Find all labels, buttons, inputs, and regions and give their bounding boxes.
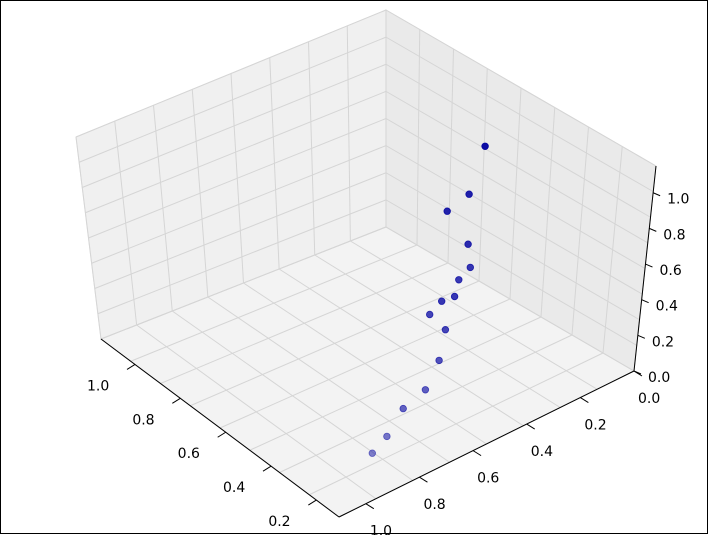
y-tick-mark	[580, 397, 589, 403]
floor-gridline	[278, 268, 524, 427]
z-tick-label: 0.8	[663, 227, 685, 243]
scatter-point	[443, 207, 451, 215]
x-tick-mark	[217, 431, 226, 438]
x-tick-label: 0.4	[223, 480, 245, 496]
scatter-point	[466, 263, 474, 272]
wall-gridline	[385, 63, 651, 218]
scatter-point	[435, 356, 443, 365]
z-tick-label: 0.4	[656, 299, 678, 315]
floor-gridline	[385, 226, 635, 372]
y-tick-mark	[472, 450, 482, 457]
y-tick-label: 0.2	[584, 418, 606, 434]
scatter-point	[464, 240, 472, 248]
floor-gridline	[130, 244, 418, 362]
wall-gridline	[308, 41, 316, 256]
z-tick-label: 0.6	[659, 263, 681, 279]
scatter-point	[421, 386, 430, 394]
z-tick-mark	[633, 370, 642, 375]
floor-gridline	[160, 262, 449, 384]
z-tick-mark	[637, 334, 646, 339]
y-tick-label: 0.8	[423, 497, 445, 513]
x-tick-mark	[308, 499, 317, 506]
wall-gridline	[78, 36, 387, 163]
wall-gridline	[385, 36, 654, 193]
y-tick-mark	[365, 503, 375, 510]
z-axis-line	[633, 165, 657, 372]
wall-gridline	[571, 126, 589, 336]
y-tick-label: 0.0	[638, 391, 660, 407]
z-tick-label: 0.0	[648, 370, 670, 386]
x-tick-label: 1.0	[87, 378, 109, 394]
y-tick-label: 1.0	[370, 524, 392, 535]
z-tick-mark	[649, 227, 657, 232]
y-tick-mark	[526, 423, 535, 430]
scatter-point	[441, 326, 450, 334]
wall-gridline	[346, 25, 351, 242]
floor-gridline	[243, 282, 487, 445]
z-tick-mark	[645, 263, 653, 268]
wall-gridline	[82, 63, 387, 188]
scatter-point	[450, 292, 459, 301]
y-tick-label: 0.4	[531, 444, 553, 460]
wall-gridline	[385, 118, 646, 269]
wall-gridline	[269, 57, 280, 270]
wall-gridline	[540, 107, 556, 318]
scatter-point	[368, 449, 376, 457]
scatter-point	[438, 297, 446, 305]
wall-gridline	[75, 9, 387, 138]
y-tick-label: 0.6	[477, 471, 499, 487]
scatter-point	[383, 432, 391, 441]
x-axis-line	[100, 338, 340, 518]
x-tick-mark	[172, 397, 181, 404]
z-tick-label: 0.2	[652, 334, 674, 350]
scatter-point	[481, 142, 489, 150]
scatter-point	[426, 310, 434, 319]
scatter-point	[465, 190, 473, 198]
x-tick-mark	[262, 465, 272, 472]
y-axis-line	[338, 370, 635, 518]
wall-gridline	[85, 90, 387, 214]
z-tick-mark	[652, 192, 661, 197]
floor-gridline	[314, 254, 561, 408]
x-tick-mark	[126, 364, 136, 370]
wall-gridline	[602, 146, 623, 354]
wall-gridline	[88, 118, 387, 239]
x-tick-label: 0.6	[178, 446, 200, 462]
y-tick-mark	[419, 476, 428, 483]
z-tick-label: 1.0	[667, 192, 689, 208]
wall-gridline	[385, 90, 649, 244]
floor-gridline	[100, 226, 387, 340]
x-tick-label: 0.8	[132, 412, 154, 428]
wall-gridline	[385, 9, 657, 167]
z-tick-mark	[641, 299, 649, 304]
floor-gridline	[190, 280, 480, 407]
x-tick-label: 0.2	[268, 514, 290, 530]
floor-gridline	[350, 240, 598, 390]
scatter-point	[399, 404, 407, 413]
scatter-point	[455, 276, 463, 284]
